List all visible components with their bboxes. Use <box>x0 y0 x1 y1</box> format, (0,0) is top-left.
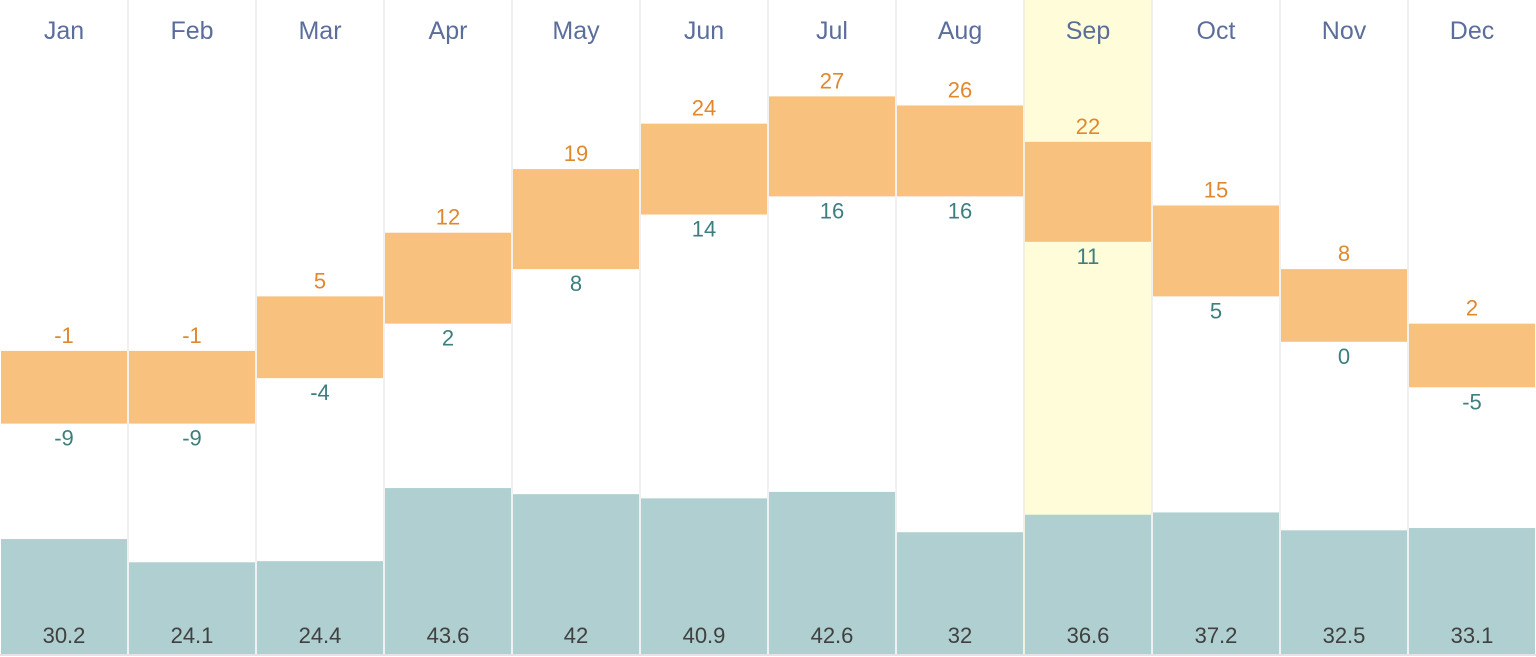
temperature-bars <box>1 96 1535 424</box>
precip-label-sep: 36.6 <box>1067 623 1110 648</box>
temp-bar-jan <box>1 350 127 424</box>
temp-bar-apr <box>385 232 511 324</box>
high-temp-label-nov: 8 <box>1338 241 1350 266</box>
high-temp-label-apr: 12 <box>436 205 460 230</box>
precip-bar-dec <box>1409 528 1535 654</box>
precip-bar-mar <box>257 561 383 654</box>
precip-bar-jul <box>769 491 895 654</box>
month-label-oct: Oct <box>1197 17 1236 45</box>
low-temp-label-may: 8 <box>570 271 582 296</box>
month-label-nov: Nov <box>1322 17 1367 45</box>
precip-label-mar: 24.4 <box>299 623 342 648</box>
low-temp-label-jun: 14 <box>692 217 716 242</box>
precip-bar-oct <box>1153 512 1279 654</box>
high-temp-label-dec: 2 <box>1466 296 1478 321</box>
high-temp-label-may: 19 <box>564 141 588 166</box>
temp-bar-oct <box>1153 205 1279 297</box>
precip-label-apr: 43.6 <box>427 623 470 648</box>
month-label-apr: Apr <box>429 17 468 45</box>
month-label-dec: Dec <box>1450 17 1494 45</box>
low-temp-label-oct: 5 <box>1210 298 1222 323</box>
low-temp-label-apr: 2 <box>442 326 454 351</box>
high-temp-label-oct: 15 <box>1204 177 1228 202</box>
chart-labels: Jan-1-930.2Feb-1-924.1Mar5-424.4Apr12243… <box>43 17 1495 648</box>
low-temp-label-dec: -5 <box>1462 389 1482 414</box>
month-label-jun: Jun <box>684 17 724 45</box>
precip-bar-aug <box>897 532 1023 654</box>
low-temp-label-mar: -4 <box>310 380 330 405</box>
temp-bar-aug <box>897 105 1023 197</box>
low-temp-label-jan: -9 <box>54 426 74 451</box>
month-label-mar: Mar <box>298 17 341 45</box>
precip-label-jun: 40.9 <box>683 623 726 648</box>
precip-label-oct: 37.2 <box>1195 623 1238 648</box>
month-label-aug: Aug <box>938 17 982 45</box>
precip-bar-feb <box>129 562 255 654</box>
precip-bar-sep <box>1025 514 1151 654</box>
low-temp-label-nov: 0 <box>1338 344 1350 369</box>
high-temp-label-mar: 5 <box>314 268 326 293</box>
month-label-jan: Jan <box>44 17 84 45</box>
month-label-sep: Sep <box>1066 17 1110 45</box>
temp-bar-may <box>513 169 639 270</box>
precip-label-dec: 33.1 <box>1451 623 1494 648</box>
low-temp-label-jul: 16 <box>820 198 844 223</box>
temp-bar-dec <box>1409 323 1535 388</box>
high-temp-label-jun: 24 <box>692 96 716 121</box>
month-label-may: May <box>552 17 600 45</box>
temp-bar-jun <box>641 123 767 215</box>
precipitation-bars <box>1 488 1535 654</box>
precip-label-aug: 32 <box>948 623 972 648</box>
low-temp-label-sep: 11 <box>1077 244 1100 269</box>
precip-label-feb: 24.1 <box>171 623 214 648</box>
low-temp-label-aug: 16 <box>948 198 972 223</box>
precip-bar-nov <box>1281 530 1407 654</box>
precip-label-jul: 42.6 <box>811 623 854 648</box>
precip-label-may: 42 <box>564 623 588 648</box>
temp-bar-mar <box>257 296 383 379</box>
temp-bar-feb <box>129 350 255 424</box>
month-label-jul: Jul <box>816 17 848 45</box>
high-temp-label-jan: -1 <box>54 323 74 348</box>
month-label-feb: Feb <box>170 17 213 45</box>
temp-bar-nov <box>1281 269 1407 342</box>
high-temp-label-sep: 22 <box>1076 114 1100 139</box>
precip-bar-jun <box>641 498 767 654</box>
precip-bar-jan <box>1 539 127 654</box>
high-temp-label-aug: 26 <box>948 77 972 102</box>
temp-bar-sep <box>1025 141 1151 242</box>
high-temp-label-feb: -1 <box>182 323 202 348</box>
precip-label-nov: 32.5 <box>1323 623 1366 648</box>
precip-bar-apr <box>385 488 511 654</box>
low-temp-label-feb: -9 <box>182 426 202 451</box>
precip-bar-may <box>513 494 639 654</box>
precip-label-jan: 30.2 <box>43 623 86 648</box>
temp-bar-jul <box>769 96 895 197</box>
high-temp-label-jul: 27 <box>820 68 844 93</box>
